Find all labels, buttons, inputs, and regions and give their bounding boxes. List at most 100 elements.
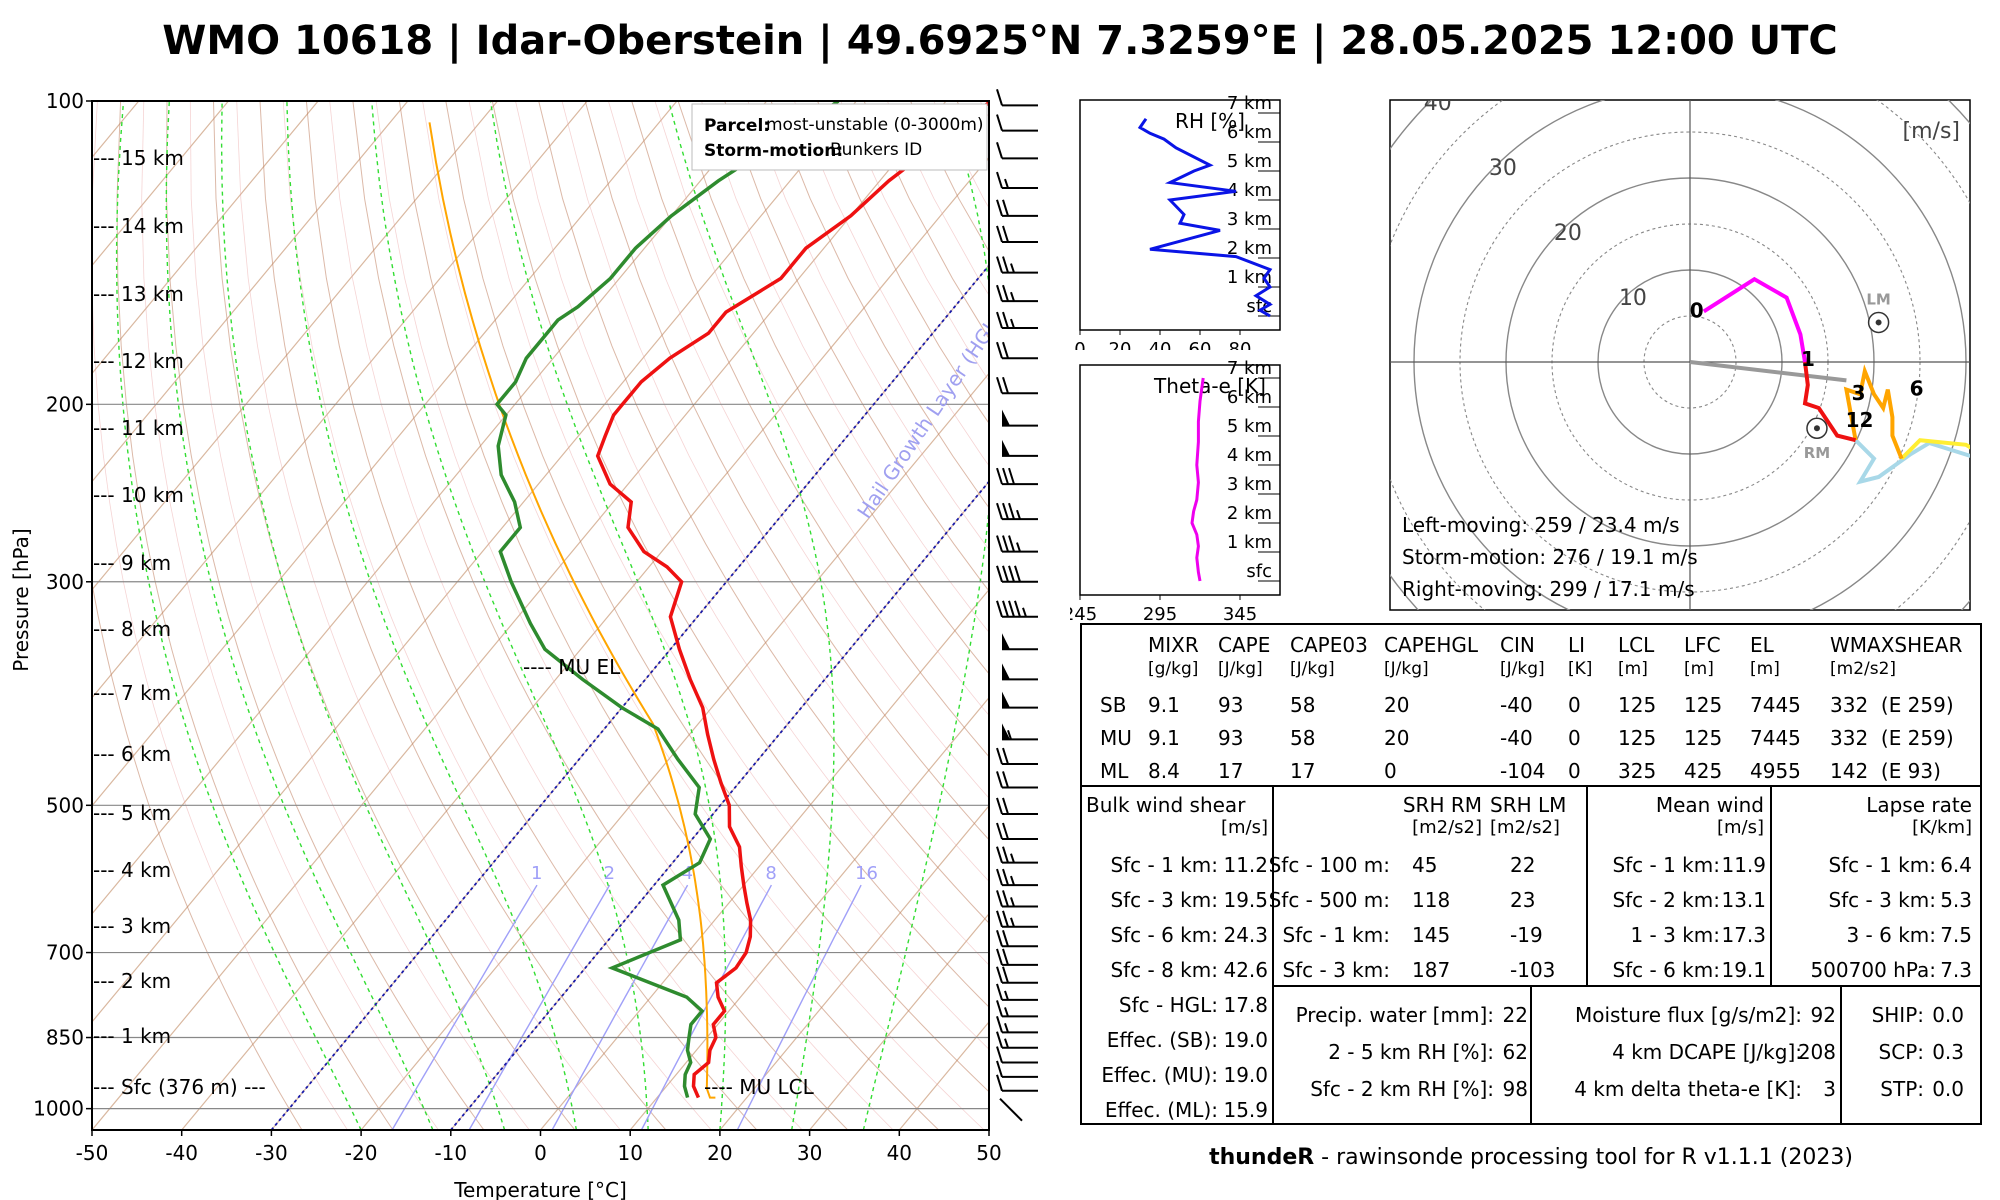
- storm-marker-dot: [1813, 425, 1820, 432]
- barb-flag: [1002, 199, 1009, 217]
- barb-flag: [996, 966, 1003, 984]
- legend-parcel-label: Parcel:: [704, 116, 770, 136]
- x-tick-label: 0: [1074, 339, 1085, 350]
- srh-rm-header: SRH RM: [1402, 793, 1482, 817]
- srh-rm-unit: [m2/s2]: [1412, 817, 1482, 838]
- moist-adiabat: [165, 101, 434, 1130]
- hgl-label: Hail Growth Layer (HGL): [852, 308, 1008, 523]
- wind-barb: [996, 256, 1038, 274]
- barb-flag: [1008, 565, 1015, 583]
- shear-layer: Sfc - 8 km:: [1110, 958, 1218, 982]
- x-tick-label: -50: [76, 1141, 109, 1165]
- barb-flag: [1014, 565, 1021, 583]
- moist-adiabat: [667, 101, 835, 1130]
- barb-flag: [1002, 225, 1009, 243]
- plot-frame: [91, 100, 990, 1131]
- barb-flag: [1002, 341, 1009, 359]
- x-tick-label: -30: [255, 1141, 288, 1165]
- wind-barb: [996, 502, 1038, 521]
- x-tick-label: 80: [1229, 339, 1252, 350]
- hodograph-panel: 10 20 30 40 [m/s] 0 1 3 6 12 LM RM Left-moving: 259 …: [1389, 99, 1971, 611]
- barb-flag: [1002, 929, 1009, 947]
- y-tick-label: 300: [46, 570, 84, 594]
- height-label: --- 15 km: [93, 146, 184, 170]
- hodo-segment: [1900, 438, 1970, 461]
- dry-adiabat-minor: [701, 101, 989, 633]
- y-axis-label: Pressure [hPa]: [9, 528, 33, 671]
- mean-wind-value: 11.9: [1721, 853, 1766, 877]
- shear-value: 19.0: [1223, 1063, 1268, 1087]
- dry-adiabat: [538, 101, 989, 924]
- page-title: WMO 10618 | Idar-Oberstein | 49.6925°N 7…: [162, 18, 1838, 64]
- isotherm: [92, 101, 499, 591]
- x-tick-label: 10: [617, 1141, 642, 1165]
- mixing-ratio-label: 2: [604, 863, 615, 884]
- barb-flag: [996, 171, 1003, 189]
- param-value: 93: [1218, 726, 1244, 750]
- param-header: CAPE: [1218, 633, 1271, 657]
- lapse-value: 5.3: [1940, 888, 1972, 912]
- height-tick-label: sfc: [1246, 561, 1272, 582]
- isotherm: [92, 101, 588, 699]
- y-tick-label: 500: [46, 793, 84, 817]
- shear-layer: Sfc - HGL:: [1118, 993, 1218, 1017]
- barb-flag: [1002, 376, 1009, 394]
- moisture-box: Precip. water [mm]: 22 2 - 5 km RH [%]: 62 S…: [1272, 985, 1532, 1125]
- height-label: --- 7 km: [93, 681, 171, 705]
- param-unit: [J/kg]: [1290, 659, 1335, 679]
- flux-label: Moisture flux [g/s/m2]:: [1574, 1003, 1802, 1027]
- srh-layer: Sfc - 1 km:: [1282, 923, 1390, 947]
- dry-adiabat: [956, 101, 989, 164]
- wind-barb: [996, 983, 1038, 1001]
- height-label: --- 1 km: [93, 1024, 171, 1048]
- srh-layer: Sfc - 500 m:: [1268, 888, 1390, 912]
- wind-barb: [1002, 663, 1038, 681]
- param-unit: [K]: [1568, 659, 1593, 679]
- flux-label: 4 km delta theta-e [K]:: [1574, 1077, 1802, 1101]
- x-tick-label: -40: [165, 1141, 198, 1165]
- moisture-label: Sfc - 2 km RH [%]:: [1310, 1077, 1494, 1101]
- shear-value: 24.3: [1223, 923, 1268, 947]
- index-value: 0.0: [1932, 1003, 1964, 1027]
- storm-motion-text: Left-moving: 259 / 23.4 m/s: [1402, 513, 1680, 537]
- wind-barb: [1002, 691, 1038, 709]
- height-tick-label: 4 km: [1227, 180, 1272, 201]
- srh-lm-value: -103: [1510, 958, 1556, 982]
- moist-adiabat: [220, 101, 506, 1130]
- srh-lm-header: SRH LM: [1490, 793, 1567, 817]
- theta-e-profile-panel: sfc 1 km 2 km 3 km 4 km 5 km 6 km 7 km 245 295 345…: [1070, 358, 1281, 625]
- barb-shaft: [999, 1097, 1023, 1122]
- hgl-line: [450, 480, 989, 1130]
- shear-value: 42.6: [1223, 958, 1268, 982]
- parcel-trace: [428, 122, 716, 1099]
- dry-adiabat-minor: [1027, 101, 1040, 1130]
- index-label: STP:: [1880, 1077, 1924, 1101]
- barb-half: [1007, 729, 1012, 740]
- dry-adiabat-minor: [141, 101, 439, 1130]
- flux-value: 208: [1797, 1040, 1836, 1064]
- barb-flag: [996, 600, 1003, 618]
- wind-barb: [996, 199, 1038, 217]
- srh-box: SRH RM [m2/s2] SRH LM [m2/s2] Sfc - 100 …: [1268, 785, 1588, 987]
- param-value: 0: [1568, 726, 1581, 750]
- y-tick-label: 1000: [33, 1097, 84, 1121]
- mean-wind-title: Mean wind: [1655, 793, 1764, 817]
- temperature-line: [595, 101, 989, 1099]
- x-tick-label: 40: [887, 1141, 912, 1165]
- x-tick-label: 345: [1223, 604, 1257, 625]
- param-value: 9.1: [1148, 693, 1180, 717]
- param-value: 7445: [1750, 726, 1801, 750]
- barb-pennant: [1002, 439, 1010, 456]
- param-value: 58: [1290, 693, 1316, 717]
- barb-flag: [1002, 948, 1009, 966]
- barb-flag: [1002, 822, 1009, 840]
- dry-adiabat-minor: [422, 101, 985, 1130]
- param-value: 9.1: [1148, 726, 1180, 750]
- x-tick-label: -20: [345, 1141, 378, 1165]
- height-label: --- 5 km: [93, 801, 171, 825]
- barb-flag: [996, 376, 1003, 394]
- barb-pennant: [1002, 409, 1010, 426]
- barb-half: [1016, 542, 1021, 552]
- bulk-shear-title: Bulk wind shear: [1086, 793, 1246, 817]
- wind-barb: [996, 822, 1038, 840]
